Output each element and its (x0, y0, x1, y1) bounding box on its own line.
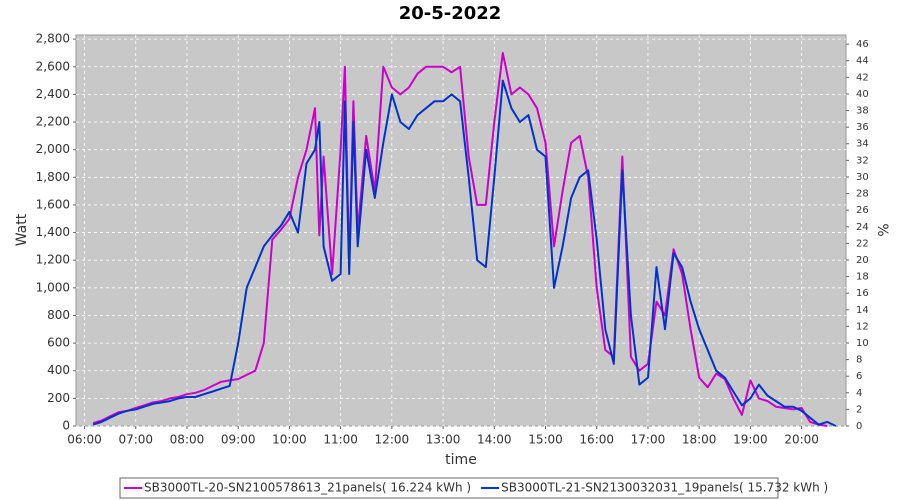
x-axis-label: time (445, 452, 477, 468)
x-tick-label: 11:00 (323, 433, 358, 447)
x-tick-label: 06:00 (67, 433, 102, 447)
y-tick-label: 2,200 (36, 115, 70, 129)
y-tick-label: 200 (47, 391, 70, 405)
x-tick-label: 08:00 (170, 433, 205, 447)
y-tick-label: 1,400 (36, 225, 70, 239)
y2-tick-label: 46 (856, 39, 869, 50)
legend-box (119, 477, 779, 499)
x-tick-label: 17:00 (631, 433, 666, 447)
y2-axis-label: % (874, 223, 890, 236)
y-tick-label: 2,800 (36, 32, 70, 46)
x-tick-label: 18:00 (682, 433, 717, 447)
y-tick-label: 1,800 (36, 170, 70, 184)
y2-tick-label: 6 (856, 371, 862, 382)
y2-tick-label: 28 (856, 189, 869, 200)
x-tick-label: 16:00 (579, 433, 614, 447)
series-line (92, 52, 828, 427)
y2-tick-label: 38 (856, 106, 869, 117)
x-tick-label: 07:00 (118, 433, 153, 447)
y-tick-label: 1,000 (36, 280, 70, 294)
x-tick-label: 12:00 (375, 433, 410, 447)
y-tick-label: 600 (47, 336, 70, 350)
x-tick-label: 19:00 (733, 433, 768, 447)
x-tick-label: 15:00 (528, 433, 563, 447)
y2-tick-label: 42 (856, 72, 869, 83)
x-tick-label: 10:00 (272, 433, 307, 447)
x-tick-label: 14:00 (477, 433, 512, 447)
y2-tick-label: 22 (856, 238, 869, 249)
y-tick-label: 0 (62, 419, 70, 433)
y-tick-label: 1,200 (36, 253, 70, 267)
y2-tick-label: 32 (856, 155, 869, 166)
y-tick-label: 2,400 (36, 87, 70, 101)
y2-tick-label: 14 (856, 305, 869, 316)
y2-tick-label: 26 (856, 205, 869, 216)
y2-tick-label: 18 (856, 272, 869, 283)
plot-area (75, 34, 847, 427)
y2-tick-label: 36 (856, 122, 869, 133)
y-tick-label: 400 (47, 363, 70, 377)
y2-tick-label: 40 (856, 89, 869, 100)
y2-tick-label: 12 (856, 321, 869, 332)
y-tick-label: 2,000 (36, 142, 70, 156)
chart-title: 20-5-2022 (399, 3, 502, 24)
y2-tick-label: 44 (856, 56, 869, 67)
y-tick-label: 800 (47, 308, 70, 322)
y2-tick-label: 4 (856, 388, 862, 399)
x-tick-label: 13:00 (426, 433, 461, 447)
y2-tick-label: 0 (856, 421, 862, 432)
y-axis-label: Watt (14, 213, 30, 246)
x-tick-label: 09:00 (221, 433, 256, 447)
y2-tick-label: 34 (856, 139, 869, 150)
legend-label: SB3000TL-20-SN2100578613_21panels( 16.22… (144, 481, 471, 495)
series-line (92, 79, 837, 427)
y2-tick-label: 24 (856, 222, 869, 233)
y2-tick-label: 8 (856, 355, 862, 366)
y-tick-label: 2,600 (36, 59, 70, 73)
y2-tick-label: 16 (856, 288, 869, 299)
y-tick-label: 1,600 (36, 197, 70, 211)
y2-tick-label: 10 (856, 338, 869, 349)
x-tick-label: 20:00 (784, 433, 819, 447)
y2-tick-label: 30 (856, 172, 869, 183)
y2-tick-label: 2 (856, 404, 862, 415)
legend-label: SB3000TL-21-SN2130032031_19panels( 15.73… (501, 481, 828, 495)
y2-tick-label: 20 (856, 255, 869, 266)
